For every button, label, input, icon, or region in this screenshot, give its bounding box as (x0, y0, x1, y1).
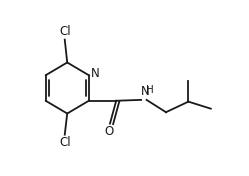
Text: H: H (146, 86, 153, 95)
Text: N: N (91, 67, 100, 80)
Text: N: N (141, 85, 150, 98)
Text: O: O (104, 125, 113, 138)
Text: Cl: Cl (59, 136, 70, 149)
Text: Cl: Cl (59, 25, 70, 38)
